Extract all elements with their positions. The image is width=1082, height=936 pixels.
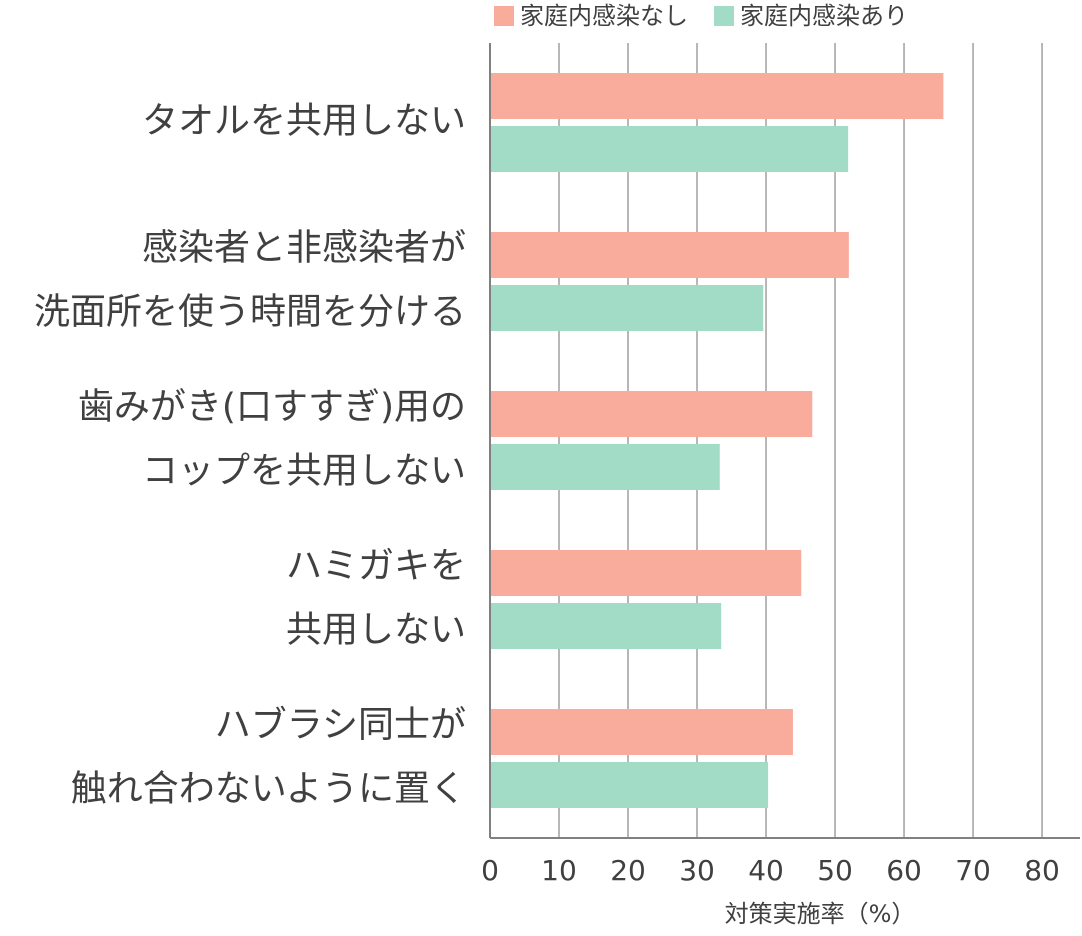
bar [490,232,849,278]
x-tick-label: 0 [481,854,499,887]
y-tick-label: 洗面所を使う時間を分ける [34,292,466,333]
bar [490,603,722,649]
x-tick-label: 30 [679,854,715,887]
y-tick-label: 共用しない [286,610,466,651]
x-tick-label: 40 [748,854,784,887]
x-tick-label: 70 [955,854,991,887]
bar [490,709,793,755]
bar [490,550,802,596]
x-tick-label: 20 [610,854,646,887]
y-tick-label: 感染者と非感染者が [142,228,466,269]
x-tick-label: 80 [1024,854,1060,887]
y-tick-label: ハミガキを [286,546,466,587]
y-tick-label: 触れ合わないように置く [71,769,466,810]
bar [490,762,769,808]
bar [490,126,849,172]
bar [490,73,944,119]
legend-swatch [714,6,734,26]
y-tick-label: ハブラシ同士が [215,705,466,746]
legend-label: 家庭内感染あり [740,2,908,30]
bar [490,391,813,437]
bar [490,285,764,331]
x-axis-title: 対策実施率（%） [725,900,916,928]
x-tick-label: 10 [541,854,577,887]
legend-label: 家庭内感染なし [520,2,688,30]
y-tick-label: 歯みがき(口すすぎ)用の [78,387,466,428]
x-tick-label: 50 [817,854,853,887]
bar [490,444,720,490]
y-tick-label: タオルを共用しない [142,101,466,142]
legend-swatch [494,6,514,26]
x-tick-label: 60 [886,854,922,887]
y-tick-label: コップを共用しない [142,451,466,492]
